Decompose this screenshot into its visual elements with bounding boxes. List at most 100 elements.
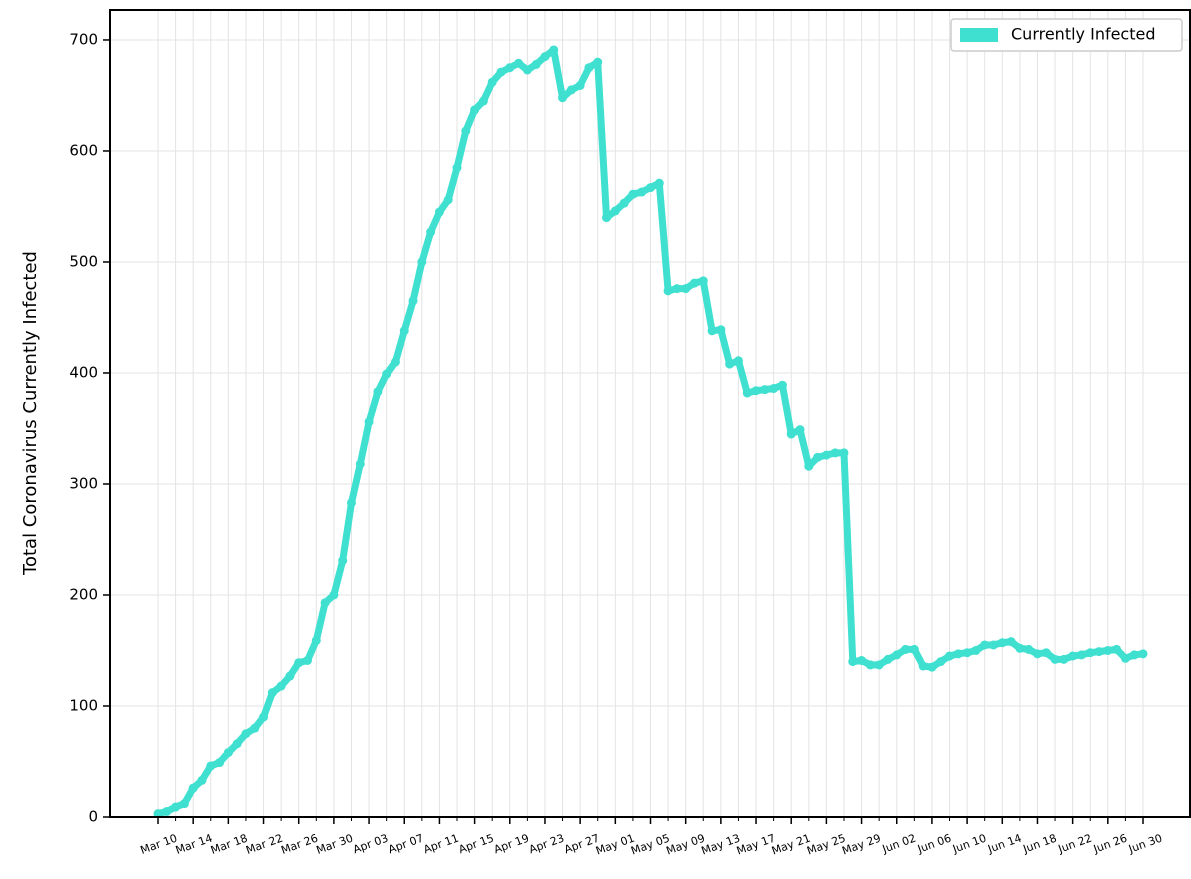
data-point [294,658,304,668]
data-point [918,661,928,671]
data-point [980,640,990,650]
data-point [470,105,480,115]
data-point [417,257,427,267]
data-point [1015,643,1025,653]
data-point [179,799,189,809]
data-point [171,802,181,812]
data-point [223,748,233,758]
data-point [945,651,955,661]
x-tick-label: Mar 30 [315,832,355,857]
data-point [892,650,902,660]
data-point [514,58,524,68]
data-point [962,648,972,658]
data-point [901,644,911,654]
data-point [1085,648,1095,658]
data-point [1050,654,1060,664]
data-point [443,195,453,205]
data-point [285,671,295,681]
data-point [267,688,277,698]
data-point [681,284,691,294]
data-point [461,126,471,136]
y-tick-label: 500 [69,252,98,270]
data-point [584,63,594,73]
data-point [769,384,779,394]
data-point [733,356,743,366]
data-point [1041,648,1051,658]
x-tick-label: Jun 22 [1056,832,1094,856]
data-point [259,712,269,722]
legend-swatch [960,28,998,42]
x-tick-label: Jun 26 [1091,832,1129,856]
data-point [813,452,823,462]
data-point [232,739,242,749]
data-point [1024,644,1034,654]
x-tick-label: Apr 03 [351,832,390,857]
data-point [408,296,418,306]
data-point [619,198,629,208]
data-point [496,67,506,77]
data-point [346,498,356,508]
data-point [1059,654,1069,664]
y-tick-label: 600 [69,141,98,159]
data-point [373,387,383,397]
data-point [250,723,260,733]
x-tick-label: Apr 07 [387,832,426,857]
data-point [206,761,216,771]
data-point [241,729,251,739]
data-point [848,657,858,667]
y-tick-label: 700 [69,30,98,48]
data-point [1076,650,1086,660]
data-point [188,783,198,793]
data-point [777,380,787,390]
data-point [646,183,655,193]
data-point [1112,644,1122,654]
data-point [760,385,770,395]
x-tick-label: Jun 30 [1126,832,1164,856]
data-point [883,654,893,664]
data-point [909,644,919,654]
data-point [610,206,620,216]
data-point [751,386,761,396]
data-point [698,276,708,286]
data-point [549,45,559,55]
x-tick-label: May 29 [840,832,882,858]
data-point [786,429,796,439]
data-point [311,636,321,646]
data-point [505,63,515,73]
y-axis-label: Total Coronavirus Currently Infected [20,251,41,576]
data-point [162,806,172,816]
data-point [707,326,717,336]
legend: Currently Infected [950,18,1183,52]
x-tick-label: Jun 06 [915,832,953,856]
data-point [540,52,550,62]
y-tick-label: 300 [69,474,98,492]
x-tick-label: Apr 19 [492,832,531,857]
data-point [575,80,585,90]
data-point [663,286,673,296]
data-point [725,359,735,369]
data-point [628,189,638,199]
data-point [953,649,963,659]
data-point [1094,647,1104,657]
data-point [153,809,163,819]
x-tick-label: Apr 23 [527,832,566,857]
data-point [197,775,207,785]
data-point [857,655,867,665]
data-point [936,657,946,667]
data-point [478,96,488,106]
y-tick-label: 400 [69,363,98,381]
x-tick-label: Jun 18 [1021,832,1059,856]
data-point [602,213,612,223]
x-tick-label: Jun 10 [950,832,988,856]
x-tick-label: Apr 11 [422,832,461,857]
data-point [795,425,805,435]
data-point [364,417,374,427]
data-point [716,325,726,335]
data-point [329,590,339,600]
data-point [434,207,444,217]
data-point [654,178,664,188]
data-point [399,326,409,336]
data-point [355,459,365,469]
plot-frame [109,9,1191,818]
